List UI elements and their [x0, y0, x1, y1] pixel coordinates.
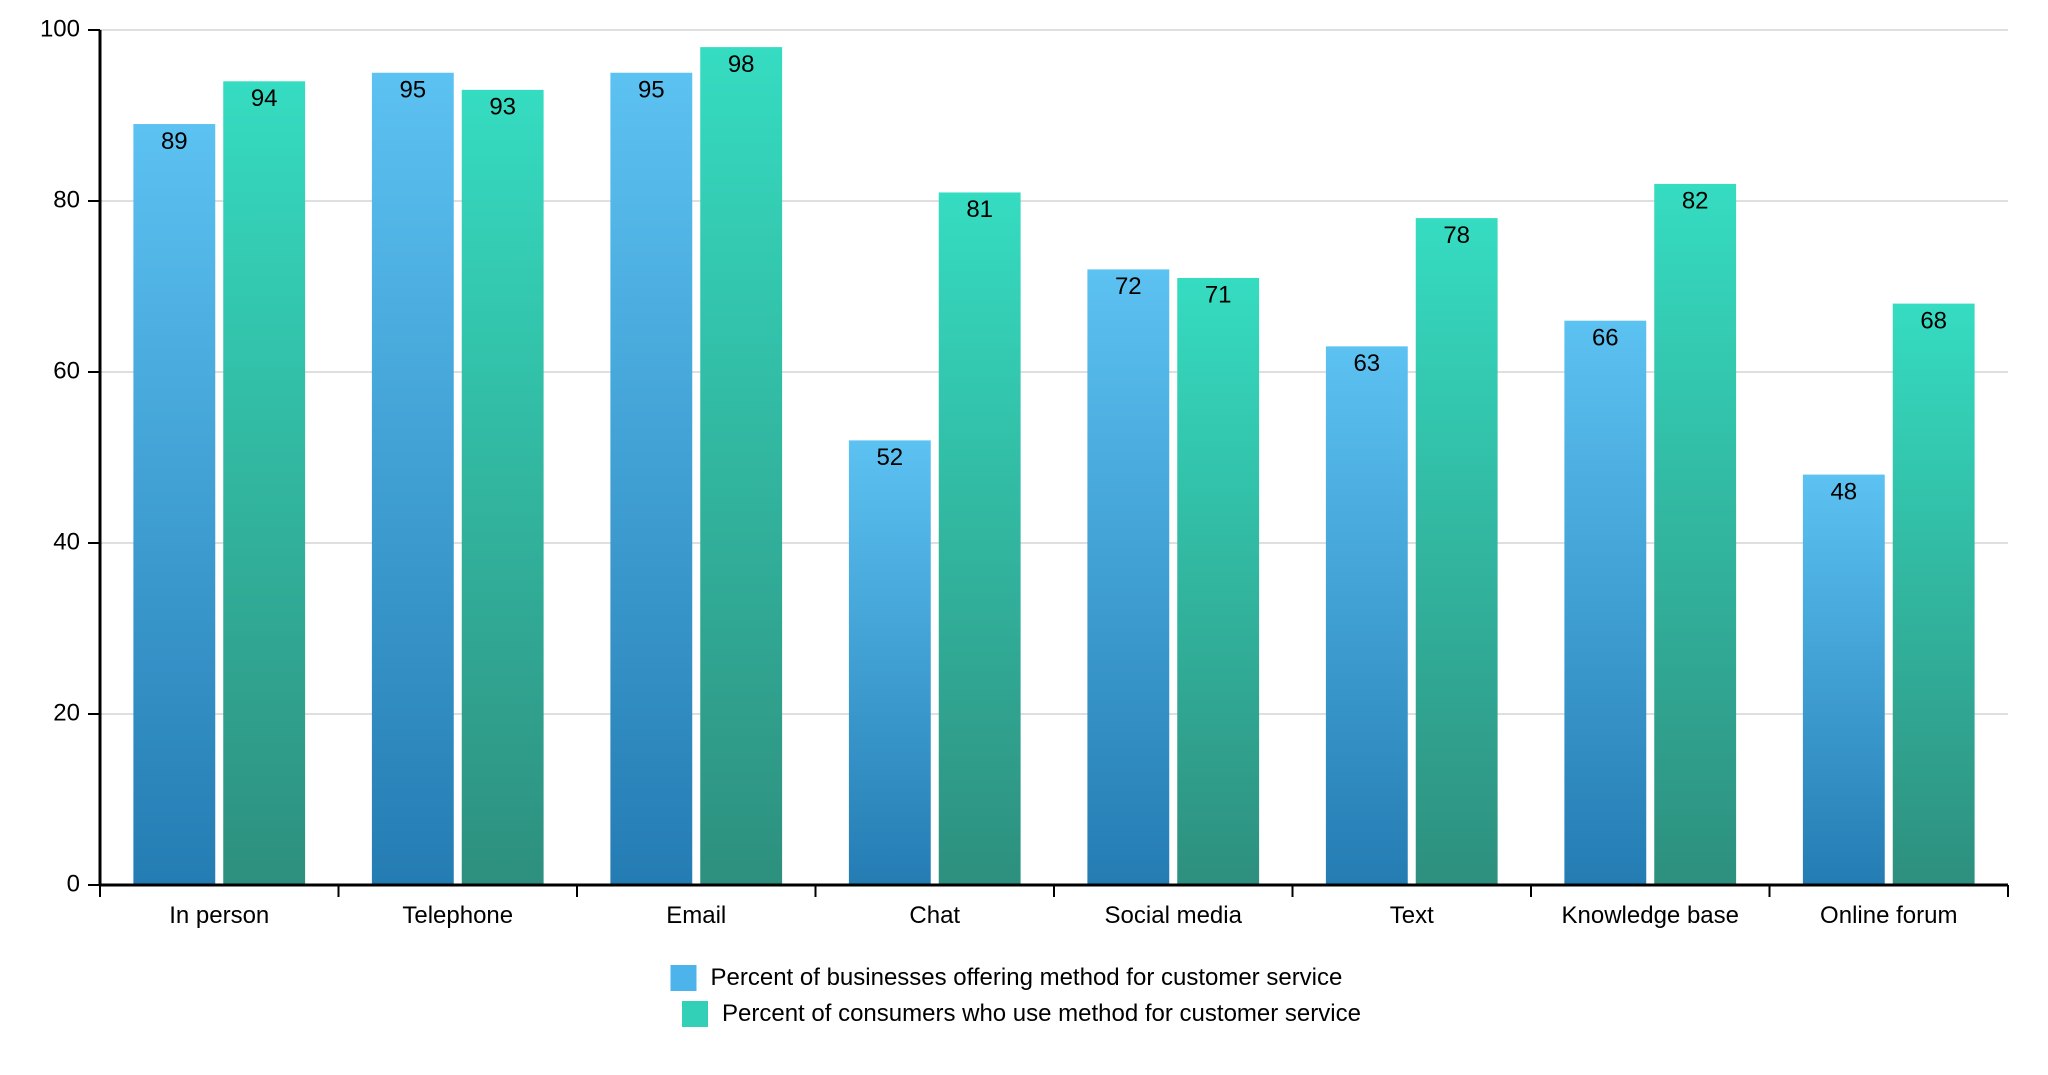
- bar-value-label: 66: [1592, 324, 1619, 351]
- bar-value-label: 94: [251, 85, 278, 112]
- bar-consumers: [223, 81, 305, 885]
- bar-businesses: [133, 124, 215, 885]
- bar-businesses: [610, 73, 692, 885]
- bar-consumers: [700, 47, 782, 885]
- bar-consumers: [939, 192, 1021, 885]
- bar-value-label: 95: [638, 77, 665, 104]
- legend-item: Percent of businesses offering method fo…: [671, 964, 1343, 991]
- legend-swatch: [682, 1001, 708, 1027]
- legend-item: Percent of consumers who use method for …: [682, 1000, 1361, 1027]
- bar-businesses: [849, 440, 931, 885]
- bar-value-label: 68: [1920, 307, 1947, 334]
- category-label: Email: [666, 902, 726, 929]
- bar-value-label: 93: [489, 94, 516, 121]
- bar-businesses: [1326, 346, 1408, 885]
- bar-consumers: [1416, 218, 1498, 885]
- legend-label: Percent of consumers who use method for …: [722, 1000, 1361, 1027]
- y-tick-label: 0: [67, 870, 80, 897]
- y-tick-label: 20: [53, 699, 80, 726]
- category-label: Telephone: [402, 902, 513, 929]
- bar-businesses: [1564, 321, 1646, 885]
- legend-swatch: [671, 965, 697, 991]
- bar-value-label: 52: [876, 444, 903, 471]
- bar-value-label: 48: [1830, 478, 1857, 505]
- bar-value-label: 82: [1682, 188, 1709, 215]
- bar-consumers: [1893, 304, 1975, 885]
- y-tick-label: 100: [40, 15, 80, 42]
- chart-container: 0 20 40 60 80 100 89 94 95 93 95 98 52 81 72 71 63 78 66 82…: [0, 0, 2048, 1075]
- bar-businesses: [1803, 475, 1885, 885]
- category-label: Online forum: [1820, 902, 1957, 929]
- bar-value-label: 78: [1443, 222, 1470, 249]
- bar-businesses: [372, 73, 454, 885]
- bar-chart: 0 20 40 60 80 100 89 94 95 93 95 98 52 81 72 71 63 78 66 82…: [0, 0, 2048, 1075]
- bar-businesses: [1087, 269, 1169, 885]
- bar-consumers: [1177, 278, 1259, 885]
- bar-value-label: 98: [728, 51, 755, 78]
- bar-consumers: [462, 90, 544, 885]
- bar-value-label: 81: [966, 196, 993, 223]
- y-tick-label: 60: [53, 357, 80, 384]
- bar-consumers: [1654, 184, 1736, 885]
- category-label: Social media: [1105, 902, 1243, 929]
- bar-value-label: 89: [161, 128, 188, 155]
- bar-value-label: 72: [1115, 273, 1142, 300]
- category-label: Chat: [909, 902, 960, 929]
- bar-value-label: 95: [399, 77, 426, 104]
- y-tick-label: 80: [53, 186, 80, 213]
- bar-value-label: 63: [1353, 350, 1380, 377]
- category-label: Knowledge base: [1562, 902, 1739, 929]
- y-tick-label: 40: [53, 528, 80, 555]
- category-label: Text: [1390, 902, 1434, 929]
- category-label: In person: [169, 902, 269, 929]
- legend-label: Percent of businesses offering method fo…: [711, 964, 1343, 991]
- bar-value-label: 71: [1205, 282, 1232, 309]
